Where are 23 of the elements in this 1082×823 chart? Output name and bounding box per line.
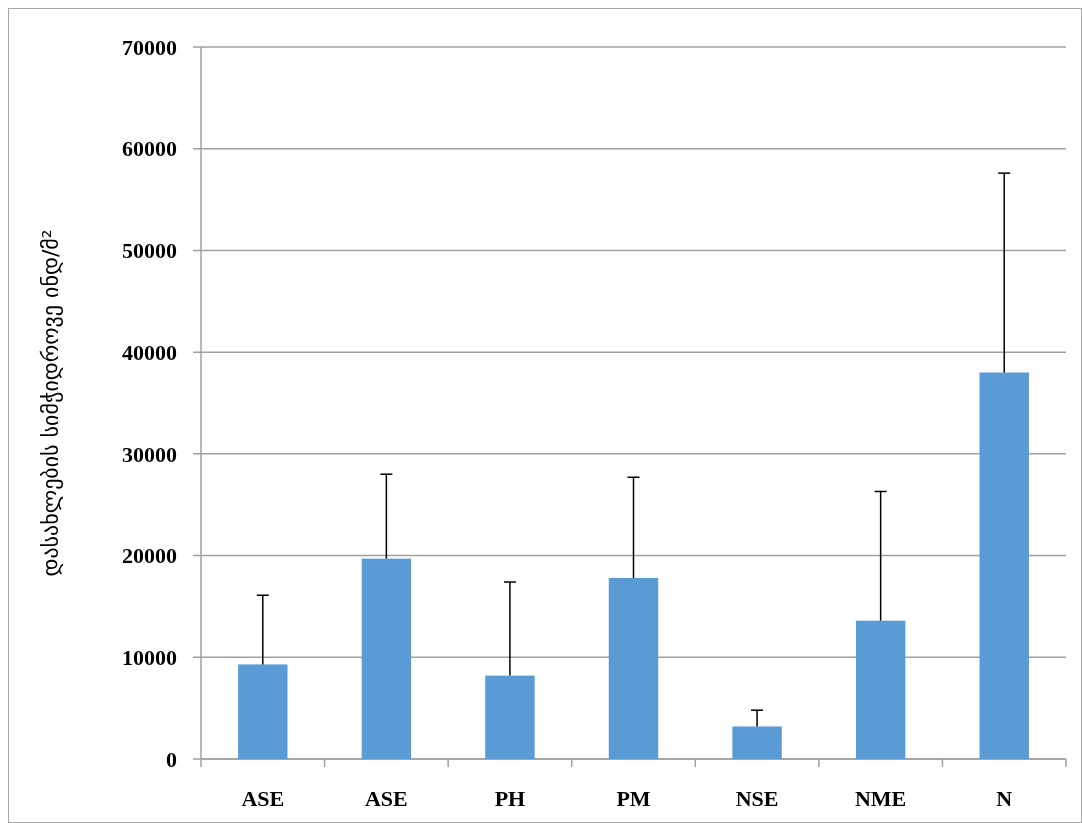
bar <box>608 577 659 759</box>
y-tick-label: 30000 <box>122 441 177 467</box>
y-tick-label: 60000 <box>122 136 177 162</box>
x-tick-label: ASE <box>364 786 408 811</box>
x-tick-label: ASE <box>241 786 285 811</box>
y-tick-label: 40000 <box>122 339 177 365</box>
x-tick-label: N <box>996 786 1013 811</box>
bar <box>238 664 288 759</box>
x-tick-label: PH <box>494 786 526 811</box>
bar <box>855 620 906 759</box>
x-tick-label: PM <box>616 786 651 811</box>
y-tick-label: 20000 <box>122 543 177 569</box>
bar <box>979 372 1029 759</box>
y-tick-label: 10000 <box>122 644 177 670</box>
y-tick-label: 70000 <box>122 34 177 60</box>
x-tick-label: NME <box>854 786 907 811</box>
y-axis-title: დასახლების სიმჭიდროვე ინდ/მ² <box>38 229 63 577</box>
bar <box>361 558 412 759</box>
x-tick-label: NSE <box>735 786 779 811</box>
y-tick-label: 0 <box>166 746 177 772</box>
y-tick-label: 50000 <box>122 238 177 264</box>
bar <box>485 675 535 759</box>
bar <box>732 726 782 759</box>
